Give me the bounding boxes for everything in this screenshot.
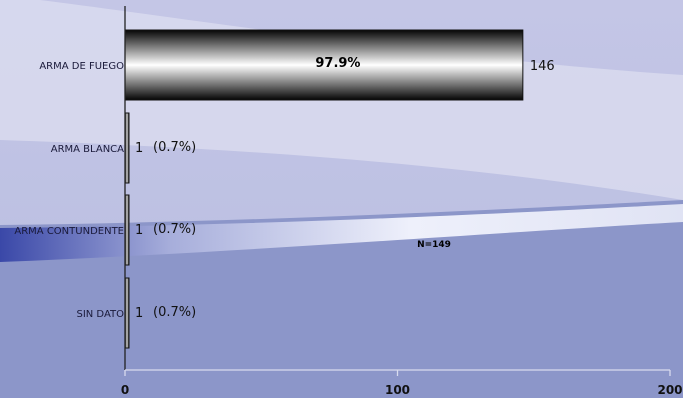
background-swoosh (0, 204, 683, 262)
category-label: ARMA BLANCA (51, 144, 124, 155)
percent-label: (0.7%) (153, 140, 196, 155)
percent-label: (0.7%) (153, 222, 196, 237)
value-label: 146 (530, 59, 555, 74)
value-label: 1 (135, 306, 143, 321)
bar (124, 29, 524, 101)
x-tick-label: 200 (657, 383, 682, 397)
bars-layer: ARMA DE FUEGO 146 97.9% ARMA BLANCA 1 (0.7%) A… (14, 29, 555, 349)
category-label: ARMA DE FUEGO (39, 61, 124, 72)
percent-label: 97.9% (315, 56, 360, 71)
category-label: SIN DATO (76, 309, 124, 320)
category-label: ARMA CONTUNDENTE (14, 226, 124, 237)
value-label: 1 (135, 141, 143, 156)
percent-label: (0.7%) (153, 305, 196, 320)
sample-size-annotation: N=149 (417, 240, 451, 250)
x-tick-label: 100 (385, 383, 410, 397)
value-label: 1 (135, 223, 143, 238)
x-ticks-layer: 0 100 200 (121, 370, 683, 397)
x-tick-label: 0 (121, 383, 129, 397)
